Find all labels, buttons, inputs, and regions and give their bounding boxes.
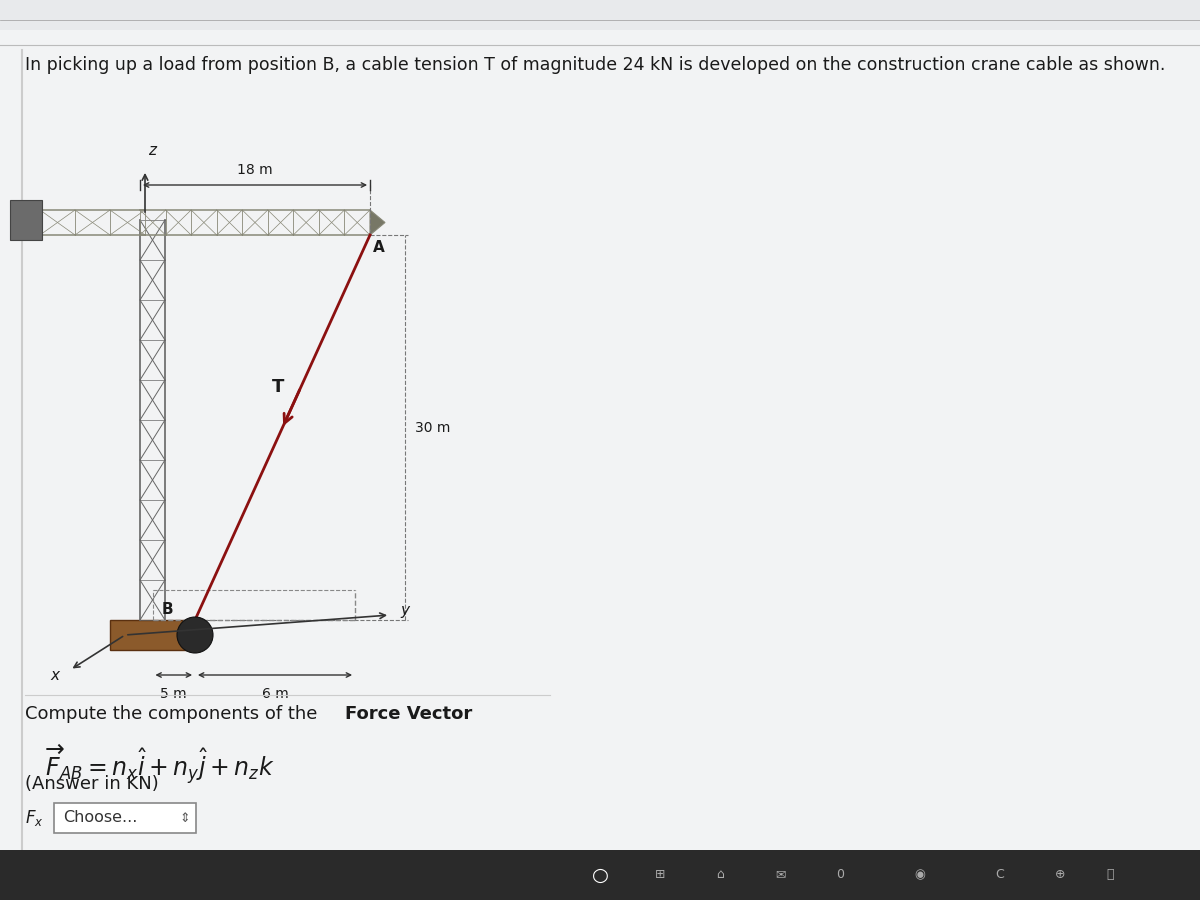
Text: ○: ○ <box>592 866 608 885</box>
Text: ⌂: ⌂ <box>716 868 724 881</box>
Text: z: z <box>148 143 156 158</box>
Text: 6 m: 6 m <box>262 687 288 701</box>
Text: 30 m: 30 m <box>415 420 450 435</box>
Text: Force Vector: Force Vector <box>346 705 473 723</box>
Text: In picking up a load from position B, a cable tension T of magnitude 24 kN is de: In picking up a load from position B, a … <box>25 56 1165 74</box>
Text: ✉: ✉ <box>775 868 785 881</box>
Text: Compute the components of the: Compute the components of the <box>25 705 323 723</box>
Text: ◉: ◉ <box>914 868 925 881</box>
Circle shape <box>178 617 214 653</box>
Bar <box>0 850 1200 900</box>
Text: y: y <box>400 603 409 618</box>
FancyBboxPatch shape <box>54 803 196 833</box>
Text: A: A <box>373 240 385 255</box>
Text: Choose...: Choose... <box>64 811 137 825</box>
Polygon shape <box>370 210 385 235</box>
Text: ⊕: ⊕ <box>1055 868 1066 881</box>
Text: B: B <box>161 602 173 617</box>
Text: $\overrightarrow{F}_{AB} = n_x\hat{i} + n_y\hat{j} + n_zk$: $\overrightarrow{F}_{AB} = n_x\hat{i} + … <box>46 742 275 786</box>
Text: 🔊: 🔊 <box>1106 868 1114 881</box>
Text: 0: 0 <box>836 868 844 881</box>
Text: ⇕: ⇕ <box>180 812 191 824</box>
Text: 18 m: 18 m <box>238 163 272 177</box>
Text: C: C <box>996 868 1004 881</box>
Text: (Answer in KN): (Answer in KN) <box>25 775 158 793</box>
Bar <box>110 620 194 650</box>
Text: x: x <box>50 668 60 683</box>
Text: ⊞: ⊞ <box>655 868 665 881</box>
Text: T: T <box>271 378 284 396</box>
Text: 5 m: 5 m <box>161 687 187 701</box>
Text: $F_x$: $F_x$ <box>25 808 43 828</box>
Bar <box>10 200 42 240</box>
